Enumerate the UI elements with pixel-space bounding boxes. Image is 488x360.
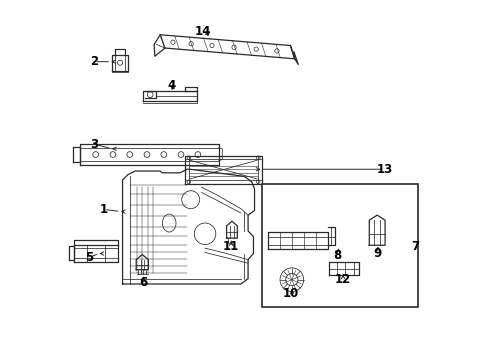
Text: 9: 9 — [373, 247, 381, 260]
Text: 1: 1 — [100, 203, 108, 216]
Text: 8: 8 — [332, 249, 341, 262]
Bar — [261, 184, 418, 307]
Text: 3: 3 — [90, 138, 99, 150]
Text: 6: 6 — [139, 276, 147, 289]
Text: 14: 14 — [195, 26, 211, 39]
Text: 7: 7 — [410, 240, 418, 253]
Text: 12: 12 — [334, 273, 350, 286]
Text: 4: 4 — [167, 79, 176, 92]
Text: 2: 2 — [90, 55, 99, 68]
Text: 13: 13 — [375, 163, 392, 176]
Text: 11: 11 — [223, 240, 239, 253]
Text: 5: 5 — [85, 251, 94, 264]
Text: 10: 10 — [283, 287, 299, 300]
